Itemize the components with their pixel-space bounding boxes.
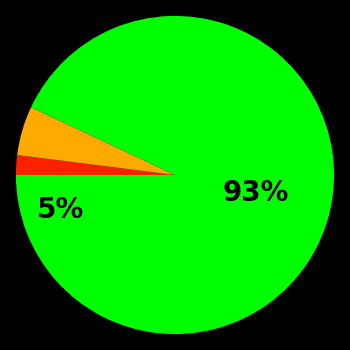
Wedge shape	[16, 16, 334, 334]
Wedge shape	[17, 107, 175, 175]
Wedge shape	[16, 155, 175, 175]
Text: 5%: 5%	[37, 196, 84, 224]
Text: 93%: 93%	[223, 179, 289, 207]
